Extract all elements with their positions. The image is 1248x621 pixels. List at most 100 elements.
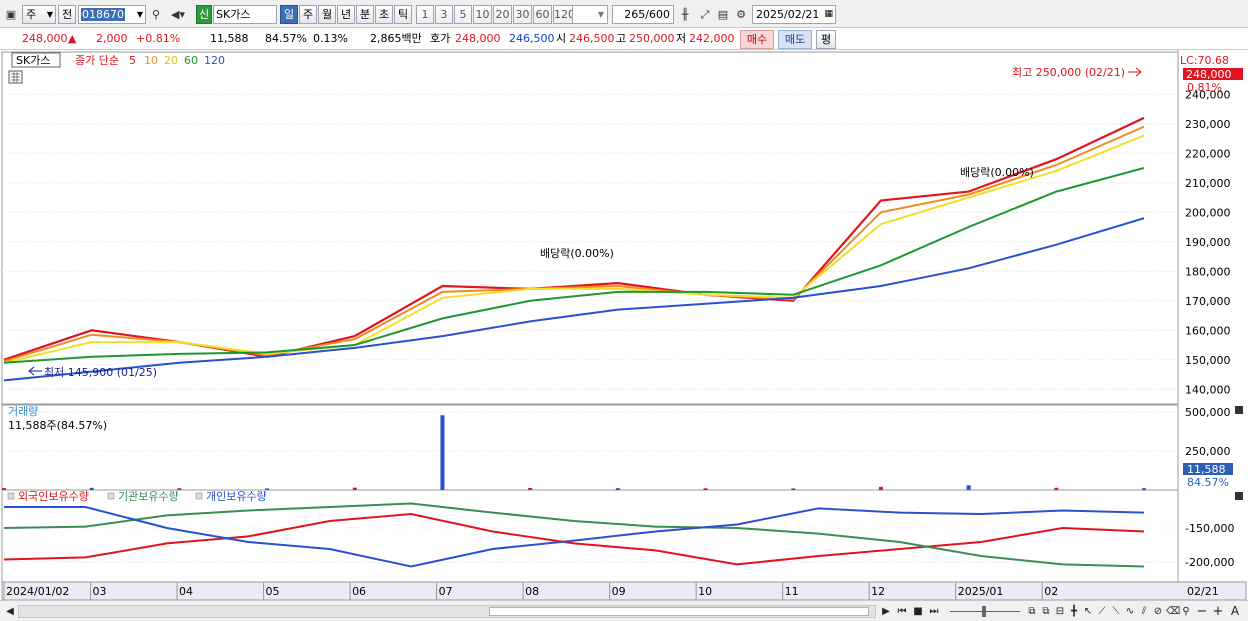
interval-tab[interactable]: 60	[533, 5, 552, 24]
title-box	[11, 52, 61, 68]
interval-tab[interactable]: 5	[454, 5, 472, 24]
x-tick-label: 2024/01/02	[6, 585, 69, 598]
stop-icon[interactable]: ■	[913, 606, 923, 617]
cursor-icon[interactable]: ↖	[1083, 606, 1093, 617]
prev-button[interactable]: 전	[58, 5, 76, 24]
period-tab[interactable]: 일	[280, 5, 298, 24]
quote-volume: 11,588	[210, 32, 249, 45]
gear-icon[interactable]: ⚙	[736, 8, 746, 21]
interval-tab[interactable]: 120	[553, 5, 575, 24]
high-value: 250,000	[629, 32, 675, 45]
font-size-button[interactable]: A	[1230, 604, 1240, 618]
line-tool-icon[interactable]: ⟋	[1098, 606, 1106, 617]
x-tick-label: 07	[439, 585, 453, 598]
candle-icon[interactable]: ╫	[681, 8, 689, 21]
range-icon[interactable]: ⊟	[1055, 606, 1065, 617]
eval-button[interactable]: 평	[816, 30, 836, 49]
date-input[interactable]: 2025/02/21 ▦	[752, 5, 836, 24]
trend-tool-icon[interactable]: ⟍	[1112, 606, 1120, 617]
sell-button[interactable]: 매도	[778, 30, 812, 49]
speaker-icon[interactable]: ◀▾	[171, 8, 185, 21]
window-menu-icon[interactable]: ▣	[5, 8, 17, 21]
badge-new: 신	[196, 5, 212, 24]
holdings-tick-label: -150,000	[1185, 522, 1234, 535]
count-value: 265	[624, 8, 646, 21]
axis-labels: 140,000 150,000 160,000 170,000 180,000 190,0…	[6, 88, 1234, 598]
interval-tab[interactable]: 1	[416, 5, 434, 24]
fib-tool-icon[interactable]: ⊘	[1153, 606, 1163, 617]
buy-button[interactable]: 매수	[740, 30, 774, 49]
volume-bar	[528, 487, 533, 490]
volume-bar	[89, 487, 94, 490]
quote-bar: 248,000 ▲ 2,000 +0.81% 11,588 84.57% 0.1…	[0, 28, 1248, 50]
volume-bar	[878, 486, 883, 490]
skip-forward-icon[interactable]: ⏭	[929, 606, 939, 617]
up-arrow-icon: ▲	[68, 32, 77, 45]
zoom-out-button[interactable]: −	[1196, 604, 1208, 619]
x-tick-label: 04	[179, 585, 193, 598]
legend-marker-icon	[107, 492, 115, 500]
search-icon[interactable]: ⚲	[151, 8, 161, 21]
overlay-icon[interactable]: ⧉	[1028, 606, 1036, 617]
ma-10-label: 10	[144, 54, 158, 67]
scroll-right-icon[interactable]: ▶	[882, 606, 890, 617]
scroll-thumb[interactable]	[489, 607, 869, 616]
zoom-in-button[interactable]: +	[1212, 604, 1224, 619]
scroll-left-icon[interactable]: ◀	[6, 606, 14, 617]
skip-back-icon[interactable]: ⏮	[897, 606, 907, 617]
period-tab[interactable]: 월	[318, 5, 336, 24]
holdings-line-1	[3, 502, 1145, 568]
chart-area[interactable]: 140,000 150,000 160,000 170,000 180,000 190,0…	[0, 50, 1248, 600]
count-field[interactable]: 265/600	[612, 5, 674, 24]
volume-close-icon[interactable]	[1235, 406, 1243, 414]
magnifier-icon[interactable]: ⚲	[1182, 606, 1190, 617]
save-icon[interactable]: ▤	[717, 8, 729, 21]
interval-tab[interactable]: 30	[513, 5, 532, 24]
volume-tag-value: 11,588	[1187, 463, 1226, 476]
volume-bar	[352, 487, 357, 490]
max-arrow-icon	[1128, 67, 1142, 77]
quote-price: 248,000	[22, 32, 68, 45]
price-panel-title: SK가스	[16, 54, 50, 67]
date-value: 2025/02/21	[756, 8, 820, 21]
interval-tab[interactable]: 3	[435, 5, 453, 24]
volume-bar	[1054, 487, 1059, 490]
current-price-pct: 0.81%	[1187, 81, 1222, 94]
zoom-slider-handle[interactable]	[982, 606, 986, 617]
code-input[interactable]: 018670 ▼	[78, 5, 146, 24]
draw-tool-icon[interactable]: ⤢	[700, 8, 710, 21]
scroll-track[interactable]	[18, 605, 876, 618]
interval-select[interactable]: ▼	[572, 5, 608, 24]
interval-tab[interactable]: 20	[493, 5, 512, 24]
interval-tab[interactable]: 10	[473, 5, 492, 24]
wave-tool-icon[interactable]: ∿	[1125, 606, 1135, 617]
chart-svg[interactable]: 140,000 150,000 160,000 170,000 180,000 190,0…	[0, 50, 1248, 600]
period-tab[interactable]: 틱	[394, 5, 412, 24]
period-tab[interactable]: 분	[356, 5, 374, 24]
volume-tag	[1183, 463, 1233, 475]
ma-120-label: 120	[204, 54, 225, 67]
period-tab[interactable]: 년	[337, 5, 355, 24]
market-select[interactable]: 주 ▼	[22, 5, 56, 24]
ma-line-120	[3, 217, 1145, 382]
period-tab[interactable]: 초	[375, 5, 393, 24]
crosshair-icon[interactable]: ╋	[1070, 606, 1078, 617]
overlay-icon[interactable]: ⧉	[1042, 606, 1050, 617]
eraser-icon[interactable]: ⌫	[1166, 606, 1181, 617]
x-axis-strip	[1, 581, 1247, 600]
price-tick-label: 190,000	[1185, 236, 1231, 249]
max-price-label: 최고 250,000 (02/21)	[1012, 66, 1125, 79]
scroll-bar[interactable]: ◀ ▶ ⏮ ■ ⏭ ⧉ ⧉ ⊟ ╋ ↖ ⟋ ⟍ ∿ ⫽ ⊘ ⌫ ⚲ − + A	[0, 600, 1248, 621]
period-tab[interactable]: 주	[299, 5, 317, 24]
price-tick-label: 210,000	[1185, 177, 1231, 190]
open-value: 246,500	[569, 32, 615, 45]
moving-averages	[3, 116, 1145, 382]
price-tick-label: 160,000	[1185, 324, 1231, 337]
channel-tool-icon[interactable]: ⫽	[1141, 606, 1147, 617]
chart-background	[0, 50, 1248, 600]
holdings-close-icon[interactable]	[1235, 492, 1243, 500]
volume-tick-label: 250,000	[1185, 445, 1231, 458]
legend-marker-icon	[195, 492, 203, 500]
ma-line-20	[3, 134, 1145, 364]
